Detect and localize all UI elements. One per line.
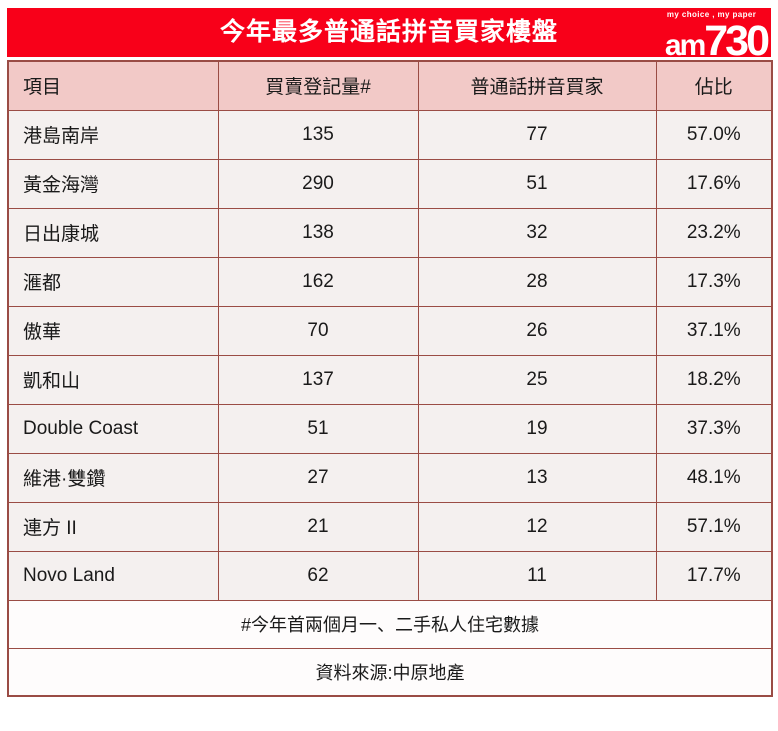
table-row: Double Coast 51 19 37.3% (7, 403, 773, 454)
table-row: 傲華 70 26 37.1% (7, 305, 773, 356)
value-cell: 23.2% (655, 207, 773, 258)
value-cell: 57.0% (655, 109, 773, 160)
value-cell: 137 (217, 354, 419, 405)
value-cell: 32 (417, 207, 657, 258)
table-body: 港島南岸 135 77 57.0% 黃金海灣 290 51 17.6% 日出康城 138 32 23.… (7, 109, 773, 601)
table-row: 日出康城 138 32 23.2% (7, 207, 773, 258)
infographic: 今年最多普通話拼音買家樓盤 my choice , my paper am730… (7, 8, 773, 697)
value-cell: 37.3% (655, 403, 773, 454)
value-cell: 21 (217, 501, 419, 552)
value-cell: 138 (217, 207, 419, 258)
footnote-text: #今年首兩個月一、二手私人住宅數據 (7, 599, 773, 649)
project-name-cell: Double Coast (7, 403, 219, 454)
table-row: 港島南岸 135 77 57.0% (7, 109, 773, 160)
project-name-cell: Novo Land (7, 550, 219, 601)
source-row: 資料來源:中原地產 (7, 647, 773, 697)
header-row: 項目 買賣登記量# 普通話拼音買家 佔比 (7, 60, 773, 111)
value-cell: 17.7% (655, 550, 773, 601)
source-text: 資料來源:中原地產 (7, 647, 773, 697)
project-name-cell: 港島南岸 (7, 109, 219, 160)
column-header-share: 佔比 (655, 60, 773, 111)
value-cell: 51 (217, 403, 419, 454)
project-name-cell: 滙都 (7, 256, 219, 307)
table-row: 連方 II 21 12 57.1% (7, 501, 773, 552)
value-cell: 290 (217, 158, 419, 209)
value-cell: 162 (217, 256, 419, 307)
column-header-mandarin-buyers: 普通話拼音買家 (417, 60, 657, 111)
logo-730-text: 730 (704, 17, 770, 65)
value-cell: 18.2% (655, 354, 773, 405)
footnote-row: #今年首兩個月一、二手私人住宅數據 (7, 599, 773, 649)
logo-wordmark: am730 (664, 17, 770, 65)
value-cell: 57.1% (655, 501, 773, 552)
value-cell: 19 (417, 403, 657, 454)
table-row: 維港·雙鑽 27 13 48.1% (7, 452, 773, 503)
value-cell: 28 (417, 256, 657, 307)
project-name-cell: 傲華 (7, 305, 219, 356)
logo-tagline: my choice , my paper (666, 10, 757, 19)
value-cell: 62 (217, 550, 419, 601)
project-name-cell: 凱和山 (7, 354, 219, 405)
value-cell: 26 (417, 305, 657, 356)
project-name-cell: 黃金海灣 (7, 158, 219, 209)
table-row: 滙都 162 28 17.3% (7, 256, 773, 307)
value-cell: 77 (417, 109, 657, 160)
value-cell: 51 (417, 158, 657, 209)
table-row: 黃金海灣 290 51 17.6% (7, 158, 773, 209)
value-cell: 25 (417, 354, 657, 405)
value-cell: 37.1% (655, 305, 773, 356)
am730-logo: my choice , my paper am730 (664, 10, 770, 65)
table-row: 凱和山 137 25 18.2% (7, 354, 773, 405)
value-cell: 48.1% (655, 452, 773, 503)
project-name-cell: 連方 II (7, 501, 219, 552)
value-cell: 12 (417, 501, 657, 552)
title-banner: 今年最多普通話拼音買家樓盤 my choice , my paper am730 (7, 8, 771, 63)
logo-am-text: am (664, 29, 706, 62)
column-header-project: 項目 (7, 60, 219, 111)
value-cell: 27 (217, 452, 419, 503)
value-cell: 17.3% (655, 256, 773, 307)
table-notes: #今年首兩個月一、二手私人住宅數據 資料來源:中原地產 (7, 599, 773, 697)
table-header: 項目 買賣登記量# 普通話拼音買家 佔比 (7, 60, 773, 111)
page-title: 今年最多普通話拼音買家樓盤 (219, 18, 558, 46)
table-row: Novo Land 62 11 17.7% (7, 550, 773, 601)
value-cell: 13 (417, 452, 657, 503)
project-name-cell: 日出康城 (7, 207, 219, 258)
column-header-registrations: 買賣登記量# (217, 60, 419, 111)
value-cell: 70 (217, 305, 419, 356)
value-cell: 135 (217, 109, 419, 160)
project-name-cell: 維港·雙鑽 (7, 452, 219, 503)
value-cell: 17.6% (655, 158, 773, 209)
value-cell: 11 (417, 550, 657, 601)
buyers-table: 項目 買賣登記量# 普通話拼音買家 佔比 港島南岸 135 77 57.0% 黃金海灣 2… (7, 60, 773, 697)
